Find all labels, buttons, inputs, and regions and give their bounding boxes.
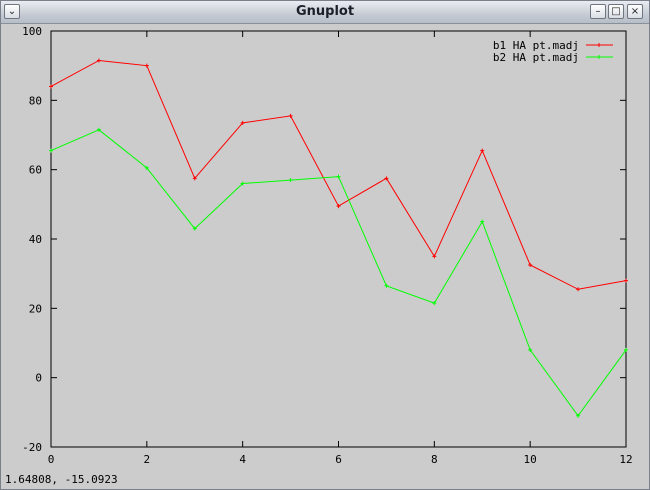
y-tick-label: 100 [22, 25, 42, 38]
data-point [288, 113, 293, 118]
minimize-icon[interactable]: – [590, 4, 606, 19]
data-point [144, 63, 149, 68]
legend-label-1: b1 HA pt.madj [493, 39, 579, 52]
x-tick-label: 12 [619, 453, 632, 466]
data-point [384, 283, 389, 288]
data-point [432, 301, 437, 306]
series-line-2 [50, 129, 627, 417]
status-coordinates: 1.64808, -15.0923 [5, 473, 118, 486]
data-point [384, 176, 389, 181]
data-point [96, 127, 101, 132]
data-point [528, 347, 533, 352]
data-point [480, 148, 485, 153]
legend-label-2: b2 HA pt.madj [493, 51, 579, 64]
data-point [144, 165, 149, 170]
data-point [528, 263, 533, 267]
data-point [288, 178, 293, 183]
data-point [480, 219, 485, 224]
data-point [192, 176, 197, 181]
data-point [192, 226, 197, 231]
x-tick-label: 8 [431, 453, 438, 466]
y-tick-label: 0 [35, 372, 42, 385]
title-bar[interactable]: ⌄ Gnuplot – □ × [1, 1, 649, 24]
data-point [432, 254, 437, 259]
plot-frame [50, 30, 627, 448]
y-tick-label: 80 [29, 94, 42, 107]
x-tick-label: 4 [239, 453, 246, 466]
data-point [576, 287, 581, 292]
x-tick-label: 6 [335, 453, 342, 466]
data-point [96, 58, 101, 63]
data-point [624, 278, 628, 283]
data-point [49, 148, 53, 153]
legend-marker-1 [597, 43, 601, 47]
legend-marker-2 [597, 55, 601, 59]
data-point [240, 120, 245, 125]
chevron-down-icon[interactable]: ⌄ [4, 4, 20, 19]
x-tick-label: 10 [524, 453, 537, 466]
y-tick-label: 20 [29, 302, 42, 315]
data-point [336, 174, 341, 179]
data-point [336, 204, 341, 209]
y-tick-label: 40 [29, 233, 42, 246]
data-point [576, 413, 581, 418]
x-tick-label: 0 [48, 453, 55, 466]
window-title: Gnuplot [295, 4, 355, 19]
close-icon[interactable]: × [627, 4, 643, 19]
maximize-icon[interactable]: □ [608, 4, 624, 19]
data-point [240, 181, 245, 186]
plot-area[interactable]: 0 2 4 6 8 10 12 -20 0 20 40 60 80 100 b1 HA pt.madjb2 … [1, 23, 649, 471]
data-point [49, 84, 53, 89]
y-tick-label: 60 [29, 164, 42, 177]
y-tick-label: -20 [22, 441, 42, 454]
data-point [624, 347, 628, 352]
x-tick-label: 2 [144, 453, 151, 466]
